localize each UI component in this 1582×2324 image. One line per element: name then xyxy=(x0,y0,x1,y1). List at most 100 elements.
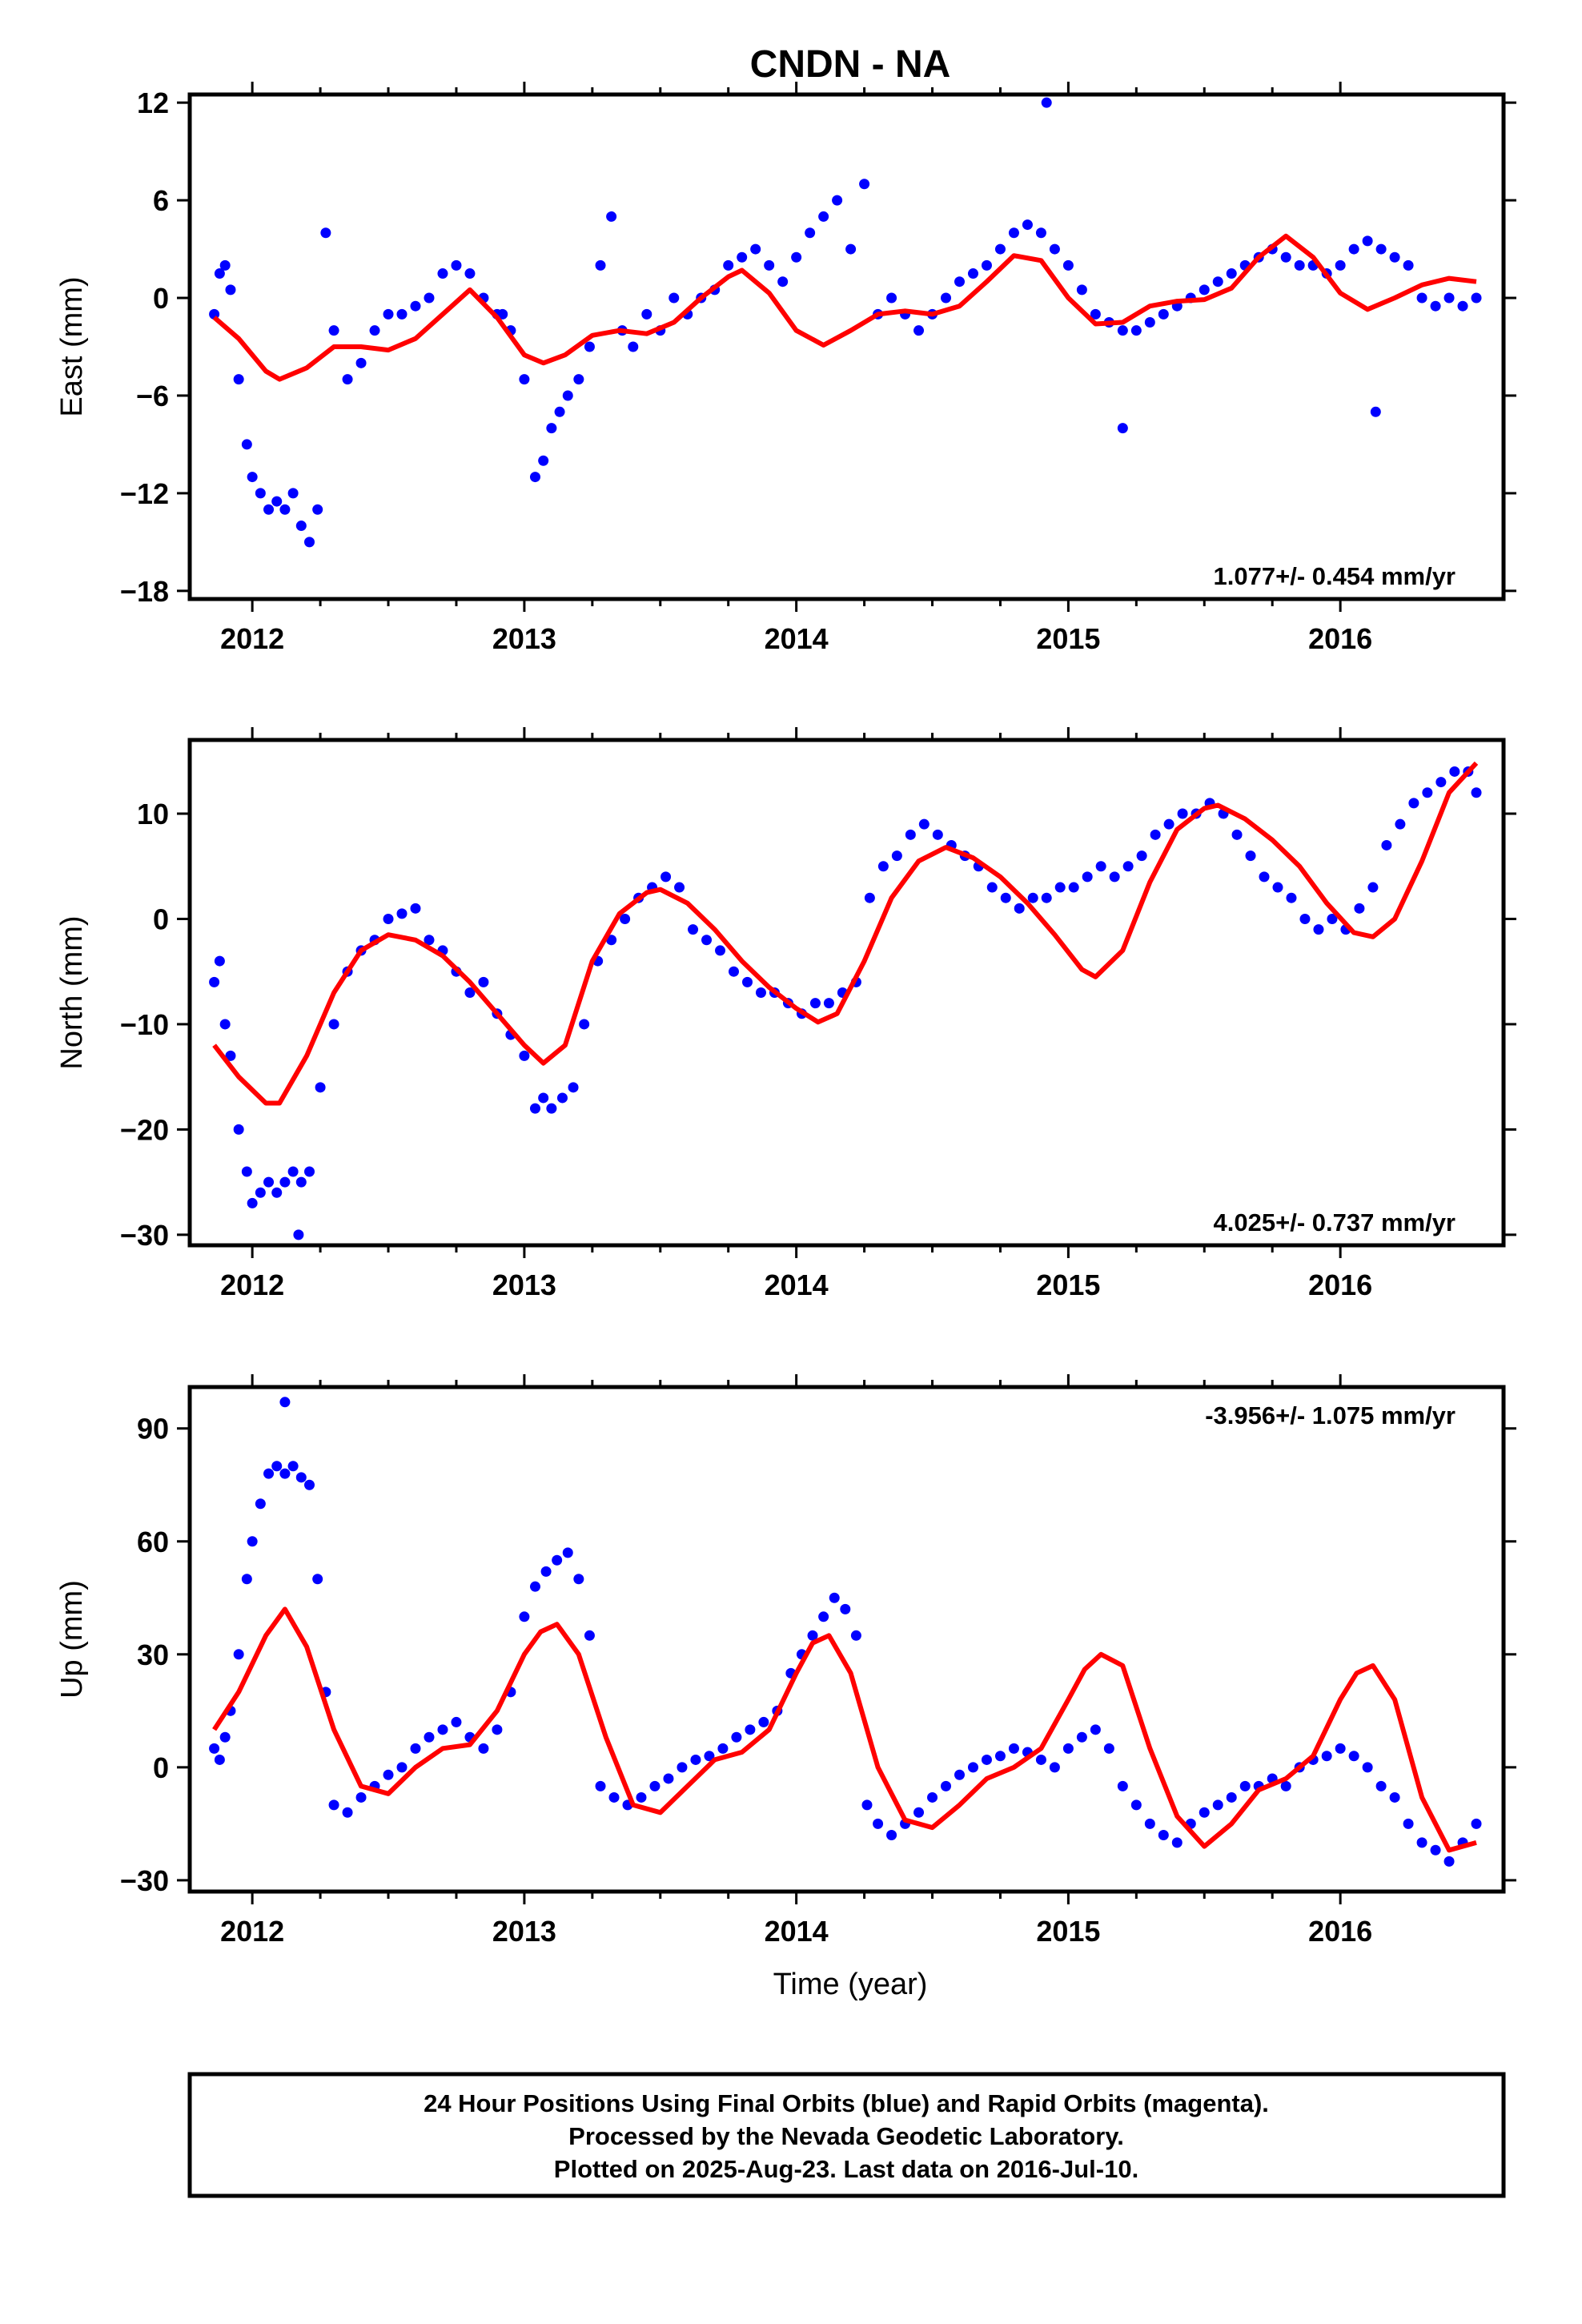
y-tick-label: −20 xyxy=(120,1113,169,1146)
data-point xyxy=(241,1574,252,1585)
data-point xyxy=(320,227,331,239)
data-point xyxy=(927,1791,938,1803)
data-point xyxy=(1008,227,1019,239)
data-point xyxy=(1199,1807,1210,1818)
data-point xyxy=(1294,259,1305,271)
data-point xyxy=(255,488,266,499)
data-point xyxy=(451,1716,462,1727)
data-point xyxy=(723,259,734,271)
data-point xyxy=(1362,1762,1373,1773)
data-point xyxy=(225,284,236,296)
data-point xyxy=(355,357,367,368)
y-tick-label: 0 xyxy=(153,903,169,935)
y-tick-label: −18 xyxy=(120,575,169,608)
y-tick-label: −12 xyxy=(120,477,169,510)
x-tick-label: 2012 xyxy=(220,622,284,655)
data-point xyxy=(396,908,408,919)
model-curve-north xyxy=(212,761,1479,1106)
data-point xyxy=(1457,300,1468,312)
data-point xyxy=(295,1472,307,1483)
data-point xyxy=(941,292,952,304)
data-point xyxy=(219,1019,231,1030)
data-point xyxy=(663,1773,674,1784)
x-tick-label: 2015 xyxy=(1036,622,1100,655)
data-point xyxy=(704,1751,715,1762)
data-point xyxy=(1199,284,1210,296)
data-point xyxy=(279,504,291,515)
data-point xyxy=(214,1754,225,1765)
plot-frame xyxy=(187,92,1506,601)
data-point xyxy=(791,251,802,263)
data-point xyxy=(464,987,476,998)
data-point xyxy=(279,1176,291,1188)
data-point xyxy=(424,292,435,304)
data-point xyxy=(1389,1791,1400,1803)
data-point xyxy=(1022,219,1033,231)
data-point xyxy=(1090,1724,1101,1735)
data-point xyxy=(529,472,540,483)
data-point xyxy=(805,227,816,239)
data-point xyxy=(1231,829,1243,840)
data-point xyxy=(573,1574,584,1585)
data-point xyxy=(492,1724,503,1735)
data-point xyxy=(1041,892,1052,903)
data-point xyxy=(328,325,339,336)
y-tick-label: 12 xyxy=(137,86,169,119)
data-point xyxy=(750,243,761,255)
data-point xyxy=(1150,829,1161,840)
data-point xyxy=(859,179,870,190)
data-point xyxy=(1286,892,1297,903)
x-tick-label: 2013 xyxy=(492,1915,556,1948)
data-point xyxy=(1435,777,1447,788)
data-point xyxy=(1443,292,1455,304)
data-point xyxy=(1163,818,1174,830)
data-point xyxy=(864,892,875,903)
data-point xyxy=(279,1397,291,1408)
x-tick-label: 2013 xyxy=(492,622,556,655)
data-point xyxy=(219,259,231,271)
data-point xyxy=(764,259,775,271)
data-point xyxy=(1062,259,1074,271)
data-point xyxy=(715,945,726,956)
data-point xyxy=(1430,300,1441,312)
caption-line-3: Plotted on 2025-Aug-23. Last data on 201… xyxy=(554,2155,1138,2183)
data-point xyxy=(295,521,307,532)
data-point xyxy=(271,1187,283,1198)
data-point xyxy=(410,300,421,312)
data-point xyxy=(1313,924,1324,935)
data-point xyxy=(383,308,394,320)
data-point xyxy=(649,1780,661,1791)
data-point xyxy=(1354,903,1365,914)
data-point xyxy=(287,488,299,499)
data-point xyxy=(233,374,244,385)
data-point xyxy=(717,1743,729,1754)
panel-up: 2012 2013 2014 2015 2016 −30 0 30 60 90 Up (mm) -3.… xyxy=(55,1374,1516,1948)
data-point xyxy=(1014,903,1025,914)
data-point xyxy=(233,1124,244,1135)
panels-group: 2012 2013 2014 2015 2016 −18 −12 −6 0 6 12 East (mm… xyxy=(55,82,1516,1948)
y-tick-label: 6 xyxy=(153,184,169,217)
data-point xyxy=(1348,1751,1359,1762)
model-curve-up xyxy=(212,1606,1477,1853)
data-point xyxy=(584,341,595,352)
data-point xyxy=(312,504,323,515)
data-point xyxy=(873,1818,884,1829)
data-point xyxy=(342,1807,353,1818)
data-point xyxy=(287,1166,299,1177)
data-point xyxy=(1335,259,1346,271)
data-point xyxy=(690,1754,701,1765)
data-point xyxy=(303,1166,315,1177)
data-point xyxy=(913,325,925,336)
data-point xyxy=(383,1769,394,1780)
data-point xyxy=(519,374,530,385)
figure-title: CNDN - NA xyxy=(750,43,951,86)
data-point xyxy=(546,423,557,434)
x-tick-label: 2014 xyxy=(765,1915,829,1948)
data-point xyxy=(1389,251,1400,263)
y-tick-label: 0 xyxy=(153,282,169,315)
data-point xyxy=(255,1498,266,1510)
data-point xyxy=(823,998,834,1009)
data-point xyxy=(328,1799,339,1811)
data-point xyxy=(342,374,353,385)
data-point xyxy=(529,1581,540,1592)
